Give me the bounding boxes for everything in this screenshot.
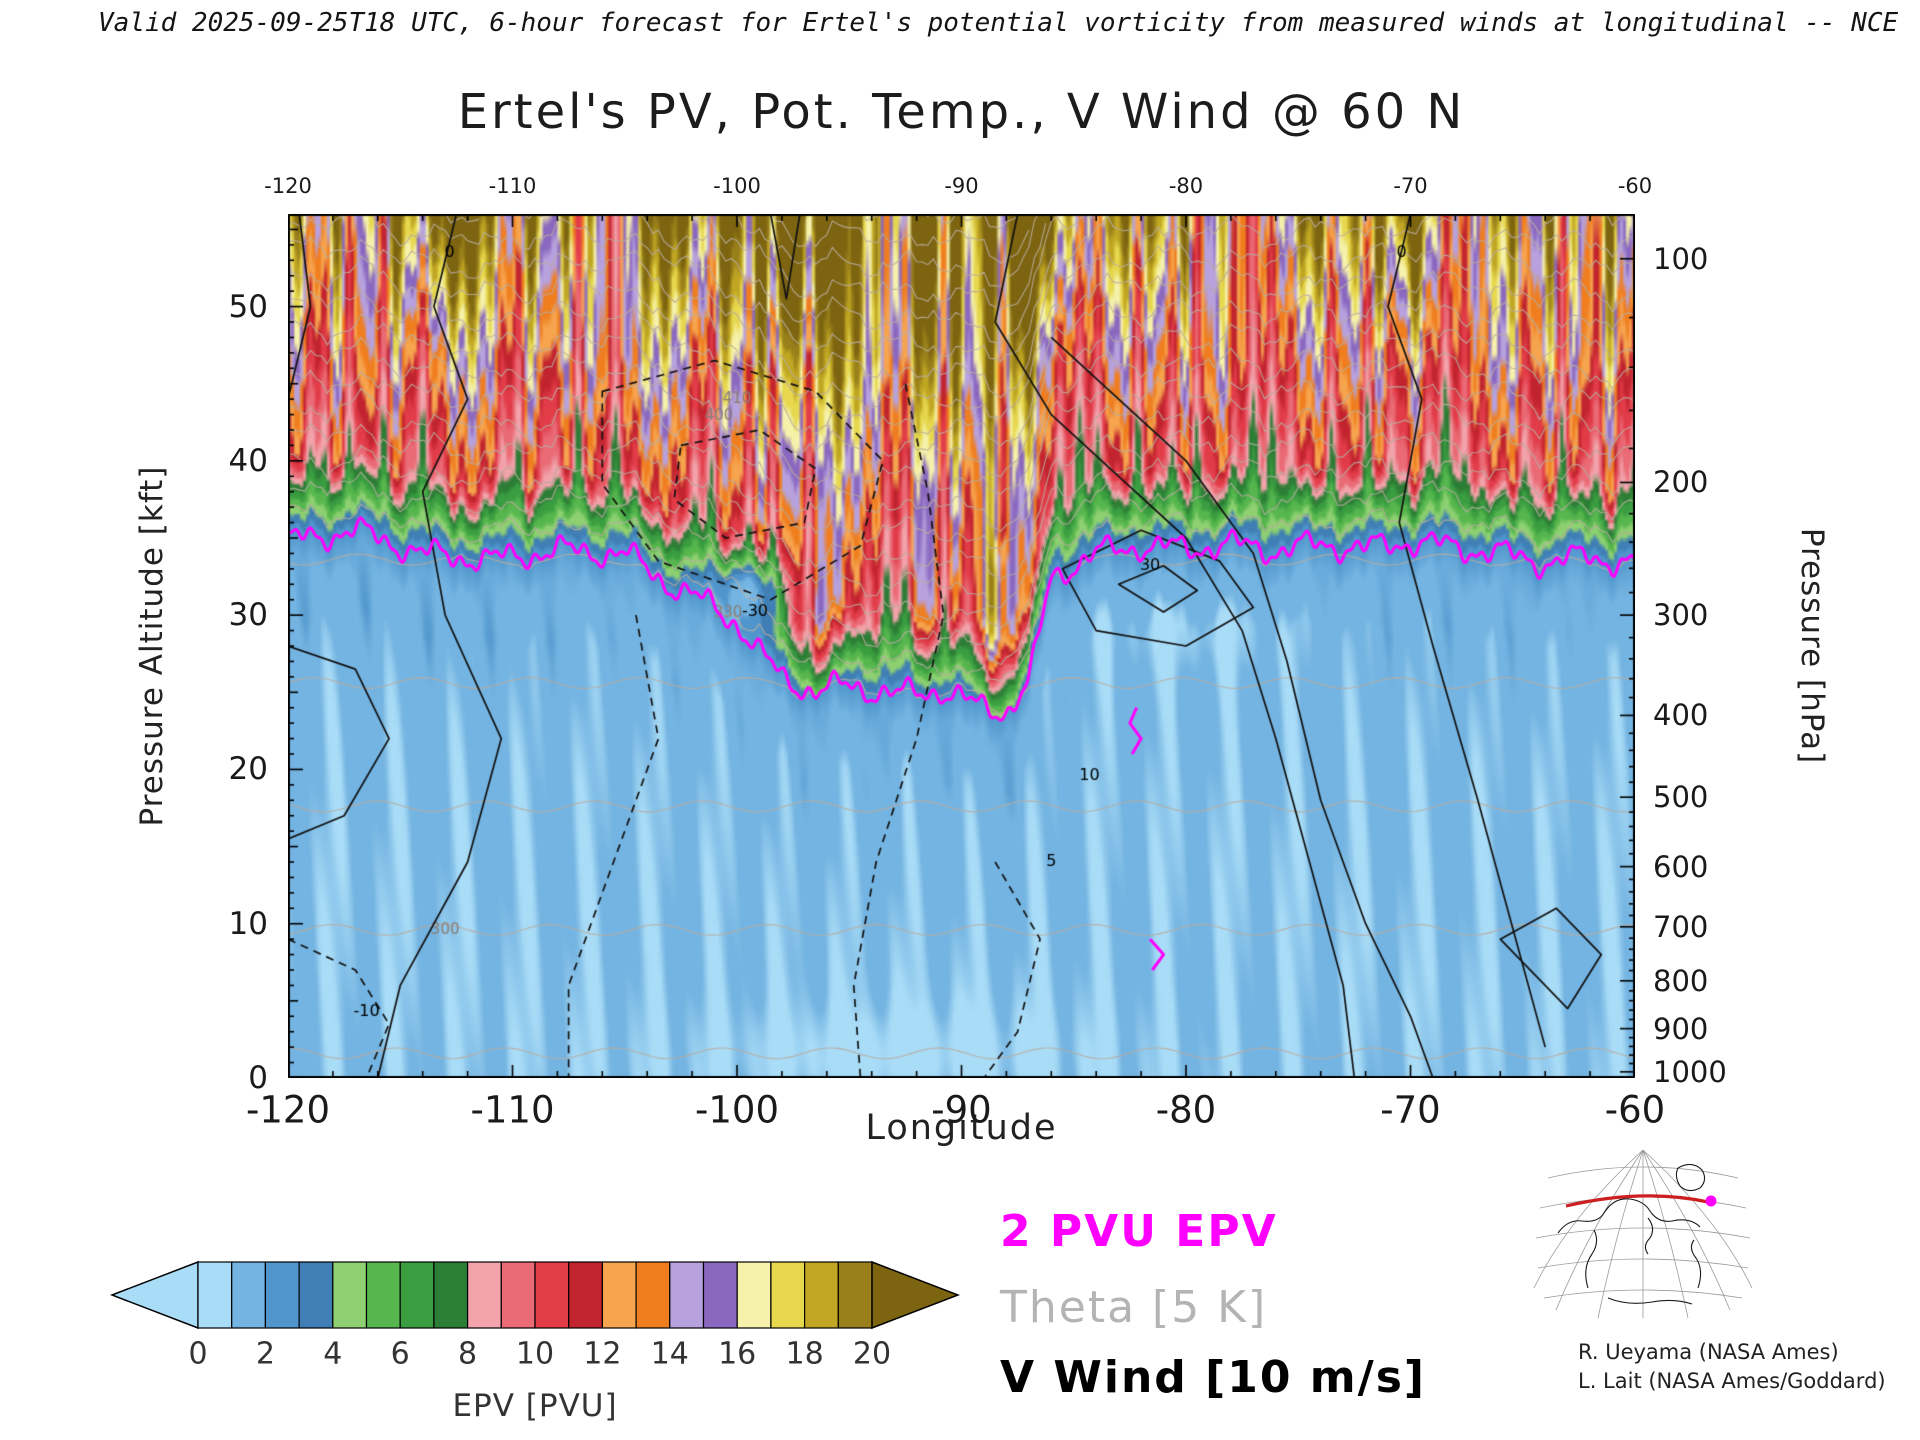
legend-vwind: V Wind [10 m/s] bbox=[1000, 1352, 1426, 1403]
colorbar-tick-label: 18 bbox=[785, 1336, 824, 1372]
colorbar-cell bbox=[702, 1261, 738, 1329]
credit-line-1: R. Ueyama (NASA Ames) bbox=[1578, 1340, 1839, 1364]
right-y-tick-label: 500 bbox=[1653, 780, 1709, 815]
pressure-altitude-axis-label: Pressure Altitude [kft] bbox=[134, 465, 170, 827]
colorbar-tick-label: 0 bbox=[188, 1336, 208, 1372]
colorbar-cell bbox=[264, 1261, 300, 1329]
globe-graticule bbox=[1533, 1149, 1753, 1319]
bottom-x-tick-label: -120 bbox=[246, 1088, 330, 1132]
colorbar-cell bbox=[365, 1261, 401, 1329]
legend-theta: Theta [5 K] bbox=[1000, 1282, 1268, 1333]
longitude-axis-label: Longitude bbox=[865, 1108, 1058, 1148]
bottom-x-tick-label: -100 bbox=[695, 1088, 779, 1132]
map-inset bbox=[1533, 1149, 1753, 1319]
right-y-tick-label: 700 bbox=[1653, 909, 1709, 944]
top-x-tick-label: -120 bbox=[264, 174, 312, 198]
top-x-tick-label: -80 bbox=[1168, 174, 1204, 198]
bottom-x-tick-label: -60 bbox=[1604, 1088, 1666, 1132]
left-y-tick-label: 30 bbox=[228, 597, 268, 634]
colorbar-cell bbox=[770, 1261, 806, 1329]
left-y-tick-label: 50 bbox=[228, 288, 268, 325]
colorbar-cell bbox=[399, 1261, 435, 1329]
colorbar-cell bbox=[635, 1261, 671, 1329]
colorbar-arrow-left bbox=[109, 1260, 199, 1330]
right-y-tick-label: 600 bbox=[1653, 849, 1709, 884]
colorbar-tick-label: 2 bbox=[255, 1336, 275, 1372]
left-y-tick-label: 10 bbox=[228, 905, 268, 942]
colorbar-cell bbox=[332, 1261, 368, 1329]
colorbar-cell bbox=[467, 1261, 502, 1329]
bottom-x-tick-label: -80 bbox=[1155, 1088, 1217, 1132]
cross-section-plot-canvas bbox=[288, 214, 1635, 1078]
colorbar-caption: EPV [PVU] bbox=[452, 1388, 618, 1424]
cross-section-track bbox=[1565, 1194, 1709, 1208]
colorbar-cell bbox=[837, 1261, 873, 1329]
colorbar-cell bbox=[534, 1261, 570, 1329]
colorbar-tick-label: 8 bbox=[458, 1336, 478, 1372]
colorbar-bar bbox=[109, 1260, 961, 1330]
coastlines bbox=[1557, 1163, 1706, 1305]
colorbar-tick-label: 20 bbox=[852, 1336, 892, 1372]
top-x-tick-label: -90 bbox=[944, 174, 979, 198]
top-x-tick-label: -100 bbox=[713, 174, 761, 198]
colorbar-cell bbox=[568, 1261, 604, 1329]
colorbar-cell bbox=[736, 1261, 772, 1329]
right-y-tick-label: 300 bbox=[1653, 598, 1709, 633]
left-y-tick-label: 40 bbox=[228, 442, 268, 479]
right-y-tick-label: 400 bbox=[1653, 698, 1709, 733]
right-y-tick-label: 200 bbox=[1653, 465, 1709, 500]
credit-line-2: L. Lait (NASA Ames/Goddard) bbox=[1578, 1369, 1886, 1393]
bottom-x-tick-label: -70 bbox=[1380, 1088, 1441, 1132]
colorbar: EPV [PVU] bbox=[109, 1256, 961, 1424]
pressure-axis-label: Pressure [hPa] bbox=[1794, 527, 1830, 765]
legend-2pvu-epv: 2 PVU EPV bbox=[1000, 1206, 1278, 1257]
colorbar-tick-label: 6 bbox=[390, 1336, 410, 1372]
track-endpoint-dot bbox=[1705, 1195, 1717, 1207]
colorbar-cell bbox=[601, 1261, 637, 1329]
right-y-tick-label: 100 bbox=[1653, 241, 1709, 276]
right-y-tick-label: 800 bbox=[1653, 963, 1709, 998]
plot-title: Ertel's PV, Pot. Temp., V Wind @ 60 N bbox=[457, 84, 1466, 140]
colorbar-tick-label: 12 bbox=[583, 1336, 622, 1372]
colorbar-tick-label: 14 bbox=[650, 1336, 689, 1372]
colorbar-cell bbox=[500, 1261, 536, 1329]
colorbar-cell bbox=[803, 1261, 839, 1329]
right-y-tick-label: 1000 bbox=[1653, 1054, 1727, 1089]
left-y-tick-label: 20 bbox=[228, 751, 268, 788]
top-x-tick-label: -110 bbox=[488, 174, 537, 198]
colorbar-tick-label: 4 bbox=[323, 1336, 343, 1372]
forecast-valid-line: Valid 2025-09-25T18 UTC, 6-hour forecast… bbox=[98, 8, 1899, 38]
colorbar-cell bbox=[231, 1261, 266, 1329]
bottom-x-tick-label: -110 bbox=[470, 1088, 555, 1132]
colorbar-cell bbox=[298, 1261, 334, 1329]
colorbar-cell bbox=[669, 1261, 705, 1329]
colorbar-cell bbox=[197, 1261, 233, 1329]
top-x-tick-label: -60 bbox=[1617, 174, 1653, 198]
top-x-tick-label: -70 bbox=[1393, 174, 1428, 198]
colorbar-tick-label: 10 bbox=[515, 1336, 555, 1372]
bottom-x-tick-label: -90 bbox=[931, 1088, 992, 1132]
right-y-tick-label: 900 bbox=[1653, 1011, 1709, 1046]
colorbar-cell bbox=[433, 1261, 469, 1329]
colorbar-tick-label: 16 bbox=[718, 1336, 757, 1372]
left-y-tick-label: 0 bbox=[248, 1060, 268, 1096]
colorbar-arrow-right bbox=[871, 1260, 961, 1330]
